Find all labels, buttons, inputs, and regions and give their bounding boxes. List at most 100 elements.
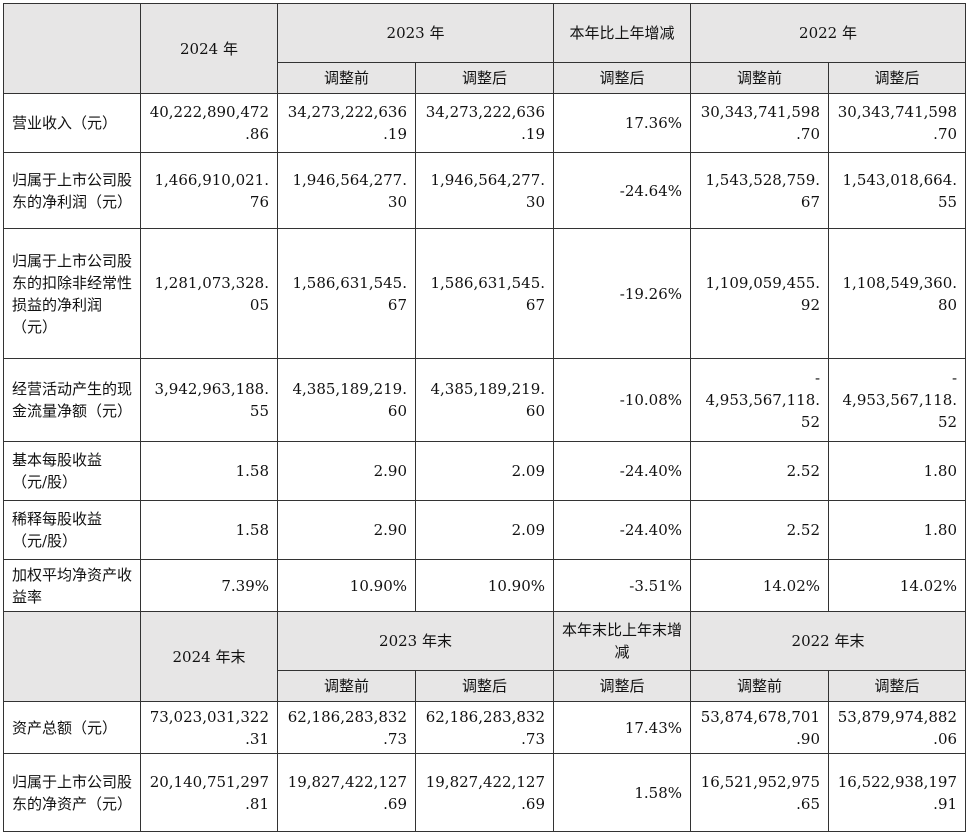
- value-text: 55: [249, 402, 269, 420]
- header-sub-3: 调整前: [690, 62, 830, 94]
- value-text: -10.08%: [619, 391, 683, 409]
- row-label: 营业收入（元）: [3, 93, 141, 153]
- value-cell: 2.52: [690, 500, 830, 560]
- value-text: 55: [937, 192, 958, 211]
- value-text: -24.64%: [619, 181, 683, 200]
- value-cell: 10.90%: [277, 559, 416, 612]
- header-change: 本年比上年增减: [553, 3, 692, 63]
- value-text: 1,586,631,545.: [430, 273, 546, 292]
- table-row: 经营活动产生的现金流量净额（元） 3,942,963,188. 55 4,385,18…: [3, 358, 967, 442]
- value-cell: 1.58: [140, 500, 278, 560]
- value-text: 17.36%: [624, 114, 683, 132]
- value-text: 67: [387, 295, 407, 314]
- header-prior-year: 2023 年: [276, 3, 555, 63]
- value-text: 4,953,567,118.: [842, 391, 958, 409]
- header-sub-4: 调整后: [828, 62, 967, 94]
- value-cell: 17.43%: [553, 701, 692, 754]
- header-sub-1: 调整后: [414, 62, 555, 94]
- value-text: 92: [800, 295, 821, 314]
- value-text: 2.09: [511, 462, 546, 480]
- row-label: 稀释每股收益（元/股）: [3, 500, 141, 560]
- financial-data-table: 2024 年 2023 年本年比上年增减 2022 年调整前 调整后 调整后 调整前 调整后…: [3, 3, 967, 832]
- header-current-year: 2024 年: [140, 3, 278, 94]
- value-text: 62,186,283,832: [287, 707, 407, 726]
- value-cell: -3.51%: [553, 559, 692, 612]
- value-text: 4,385,189,219.: [430, 380, 546, 398]
- row-label: 基本每股收益（元/股）: [3, 441, 141, 501]
- header-blank-cell: [3, 3, 141, 94]
- value-text: .19: [521, 125, 546, 143]
- value-cell: - 4,953,567,118. 52: [828, 358, 967, 442]
- value-text: 7.39%: [221, 576, 269, 595]
- value-text: 1,281,073,328.: [154, 273, 269, 292]
- row-label: 归属于上市公司股东的净资产（元）: [3, 753, 141, 832]
- value-text: 2.52: [786, 521, 821, 539]
- value-cell: 14.02%: [690, 559, 830, 612]
- value-text: -19.26%: [619, 284, 683, 303]
- value-text: 40,222,890,472: [149, 103, 269, 121]
- table-row: 归属于上市公司股东的净资产（元） 20,140,751,297 .81 19,827,…: [3, 753, 967, 832]
- value-cell: 1,108,549,360. 80: [828, 228, 967, 359]
- value-text: 30: [387, 192, 407, 211]
- value-text: .86: [245, 125, 269, 143]
- value-text: 67: [800, 192, 821, 211]
- value-text: 19,827,422,127: [425, 772, 546, 791]
- value-cell: 2.90: [277, 500, 416, 560]
- value-text: 60: [525, 402, 546, 420]
- value-cell: 19,827,422,127 .69: [414, 753, 555, 832]
- value-text: 30: [525, 192, 546, 211]
- value-text: -: [951, 369, 958, 387]
- value-text: 1.58: [235, 521, 269, 539]
- value-text: 1,108,549,360.: [842, 273, 958, 292]
- value-cell: 1,946,564,277. 30: [414, 152, 555, 229]
- value-cell: 16,522,938,197 .91: [828, 753, 967, 832]
- value-text: 67: [525, 295, 546, 314]
- value-cell: 1,281,073,328. 05: [140, 228, 278, 359]
- value-cell: 62,186,283,832 .73: [277, 701, 416, 754]
- row-label: 加权平均净资产收益率: [3, 559, 141, 612]
- header-sub-3: 调整前: [690, 670, 830, 702]
- value-text: 52: [937, 413, 958, 431]
- table-row: 营业收入（元） 40,222,890,472 .86 34,273,222,636 .1…: [3, 93, 967, 153]
- value-cell: 53,879,974,882 .06: [828, 701, 967, 754]
- value-cell: 73,023,031,322 .31: [140, 701, 278, 754]
- value-text: -24.40%: [619, 521, 683, 539]
- header-prior-year: 2023 年末: [276, 611, 555, 671]
- value-text: 76: [249, 192, 269, 211]
- value-cell: 1,466,910,021. 76: [140, 152, 278, 229]
- value-text: 1,946,564,277.: [430, 170, 546, 189]
- value-text: 20,140,751,297: [149, 772, 269, 791]
- row-label: 经营活动产生的现金流量净额（元）: [3, 358, 141, 442]
- value-text: 4,385,189,219.: [292, 380, 407, 398]
- value-text: -: [814, 369, 821, 387]
- value-cell: 2.09: [414, 441, 555, 501]
- value-cell: 2.90: [277, 441, 416, 501]
- value-cell: 1.80: [828, 441, 967, 501]
- value-text: 53,874,678,701: [700, 707, 821, 726]
- value-cell: 1,543,018,664. 55: [828, 152, 967, 229]
- value-text: 17.43%: [624, 718, 683, 737]
- row-label: 归属于上市公司股东的净利润（元）: [3, 152, 141, 229]
- value-text: 2.52: [786, 462, 821, 480]
- header-sub-0: 调整前: [277, 670, 416, 702]
- value-cell: -24.40%: [553, 441, 692, 501]
- value-text: .70: [933, 125, 958, 143]
- value-text: 1,586,631,545.: [292, 273, 407, 292]
- header-current-year: 2024 年末: [140, 611, 278, 702]
- value-cell: 1,586,631,545. 67: [277, 228, 416, 359]
- value-text: .91: [933, 794, 958, 813]
- row-label: 资产总额（元）: [3, 701, 141, 754]
- value-cell: 4,385,189,219. 60: [277, 358, 416, 442]
- value-text: .73: [383, 729, 407, 748]
- value-cell: - 4,953,567,118. 52: [690, 358, 830, 442]
- value-cell: 34,273,222,636 .19: [414, 93, 555, 153]
- value-text: 1,543,528,759.: [705, 170, 821, 189]
- value-cell: 3,942,963,188. 55: [140, 358, 278, 442]
- value-text: .70: [796, 125, 821, 143]
- value-text: 19,827,422,127: [287, 772, 407, 791]
- value-cell: 2.09: [414, 500, 555, 560]
- value-text: 2.09: [511, 521, 546, 539]
- value-text: 30,343,741,598: [700, 103, 821, 121]
- table-row: 稀释每股收益（元/股） 1.58 2.90 2.09 -24.40% 2.52 1.80: [3, 500, 967, 560]
- value-cell: 2.52: [690, 441, 830, 501]
